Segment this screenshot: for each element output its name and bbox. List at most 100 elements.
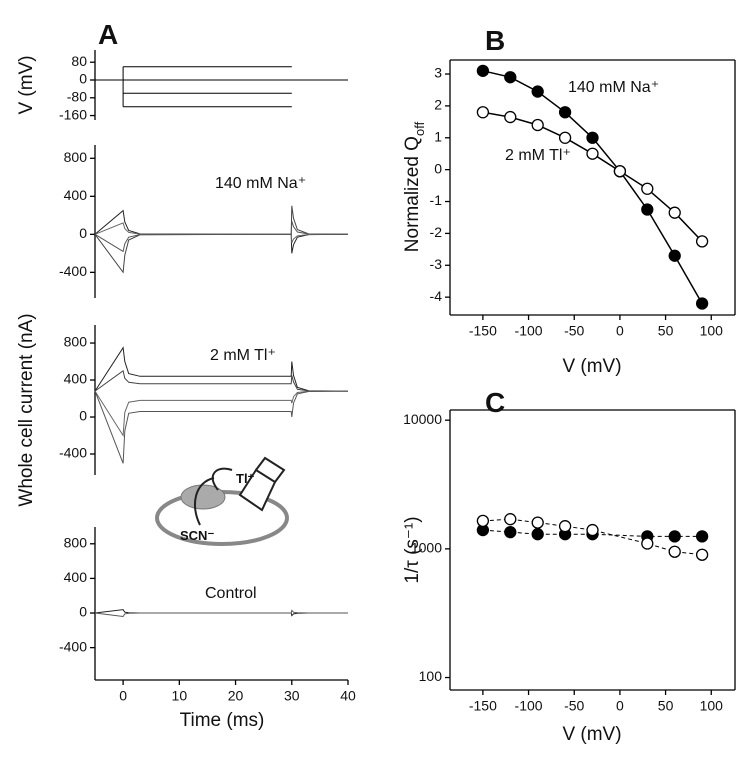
- x-tick-label: 50: [658, 323, 674, 339]
- y-axis-label-text: Whole cell current (nA): [16, 313, 37, 506]
- data-point: [504, 110, 517, 124]
- y-axis-label-subscript: off: [412, 121, 427, 136]
- x-tick-label: 0: [616, 323, 624, 339]
- trace: [94, 346, 349, 392]
- y-tick-label: 100: [419, 668, 443, 684]
- y-tick-label: 400: [64, 371, 88, 387]
- data-point: [558, 131, 572, 144]
- data-point: [476, 64, 490, 77]
- y-tick-label: 2: [434, 97, 442, 113]
- y-tick-label: -400: [59, 638, 87, 654]
- data-point: [695, 235, 709, 248]
- y-tick-label: 0: [79, 71, 87, 87]
- x-tick-label: -100: [515, 698, 543, 714]
- y-tick-label: -80: [67, 88, 87, 104]
- cell-inset: Tl⁺ SCN⁻: [155, 456, 289, 546]
- annotation: 140 mM Na⁺: [568, 79, 659, 96]
- x-tick-label: -150: [469, 323, 497, 339]
- y-tick-label: -3: [430, 256, 443, 272]
- data-point: [668, 206, 681, 219]
- trace: [94, 609, 348, 618]
- annotation: Control: [205, 585, 257, 602]
- ion-label: SCN⁻: [180, 528, 214, 543]
- y-tick-label: 0: [79, 225, 87, 241]
- y-axis-label: 1/τ (s⁻¹): [402, 516, 423, 583]
- x-tick-label: 30: [284, 688, 300, 704]
- arrow: [211, 467, 233, 491]
- x-axis-label: V (mV): [562, 356, 621, 377]
- data-point: [586, 131, 599, 144]
- x-tick-label: -50: [564, 323, 584, 339]
- y-tick-label: 1000: [411, 540, 442, 556]
- y-axis-label-text: V (mV): [16, 55, 37, 114]
- x-tick-label: 0: [616, 698, 624, 714]
- annotation: 2 mM Tl⁺: [210, 347, 276, 364]
- y-tick-label: 0: [79, 604, 87, 620]
- y-axis-label-text: 1/τ (s⁻¹): [402, 516, 423, 583]
- data-point: [668, 530, 681, 543]
- trace: [94, 390, 349, 464]
- data-point: [504, 525, 517, 539]
- panel-label: B: [485, 25, 505, 56]
- data-point: [531, 85, 544, 98]
- x-axis-label: V (mV): [562, 724, 621, 745]
- y-axis-label-text: Normalized Q: [402, 136, 423, 252]
- y-tick-label: -2: [430, 224, 443, 240]
- x-tick-label: 20: [228, 688, 244, 704]
- data-point: [695, 297, 709, 310]
- data-point: [695, 548, 709, 561]
- x-tick-label: 50: [658, 698, 674, 714]
- data-point: [531, 528, 544, 541]
- x-tick-label: 100: [700, 323, 724, 339]
- x-tick-label: 10: [172, 688, 188, 704]
- y-tick-label: 800: [64, 534, 88, 550]
- y-tick-label: 1: [434, 128, 442, 144]
- x-tick-label: 40: [340, 688, 356, 704]
- y-tick-label: -400: [59, 263, 87, 279]
- x-tick-label: -150: [469, 698, 497, 714]
- data-point: [695, 530, 709, 543]
- y-axis-label: V (mV): [16, 55, 37, 114]
- y-tick-label: 400: [64, 569, 88, 585]
- panel-label: C: [485, 387, 505, 418]
- arrow: [193, 477, 215, 526]
- data-point: [668, 545, 681, 558]
- x-tick-label: 0: [119, 688, 127, 704]
- y-axis-label: Whole cell current (nA): [16, 313, 37, 506]
- transporter: [180, 484, 226, 510]
- y-tick-label: 400: [64, 187, 88, 203]
- data-point: [613, 165, 627, 178]
- data-point: [558, 520, 572, 533]
- data-point: [558, 106, 572, 119]
- annotation: 140 mM Na⁺: [215, 175, 306, 192]
- data-point: [531, 516, 544, 529]
- x-tick-label: 100: [700, 698, 724, 714]
- pipette: [255, 456, 286, 483]
- trace: [94, 369, 349, 392]
- x-axis-label: Time (ms): [180, 710, 265, 731]
- data-point: [504, 71, 517, 84]
- panel-label: A: [98, 19, 118, 50]
- annotation: 2 mM Tl⁺: [505, 147, 571, 164]
- x-tick-label: -50: [564, 698, 584, 714]
- data-point: [586, 523, 599, 537]
- trace: [94, 390, 349, 438]
- y-tick-label: 3: [434, 65, 442, 81]
- data-point: [668, 249, 681, 262]
- trace: [94, 220, 349, 253]
- y-tick-label: -4: [430, 288, 443, 304]
- data-point: [586, 147, 599, 160]
- x-tick-label: -100: [515, 323, 543, 339]
- y-tick-label: 800: [64, 334, 88, 350]
- y-tick-label: 800: [64, 149, 88, 165]
- y-tick-label: -160: [59, 106, 87, 122]
- data-point: [641, 182, 654, 195]
- y-tick-label: 0: [434, 160, 442, 176]
- y-tick-label: 80: [71, 53, 87, 69]
- data-point: [641, 537, 654, 550]
- y-tick-label: 0: [79, 408, 87, 424]
- data-point: [476, 106, 490, 119]
- y-tick-label: -1: [430, 192, 443, 208]
